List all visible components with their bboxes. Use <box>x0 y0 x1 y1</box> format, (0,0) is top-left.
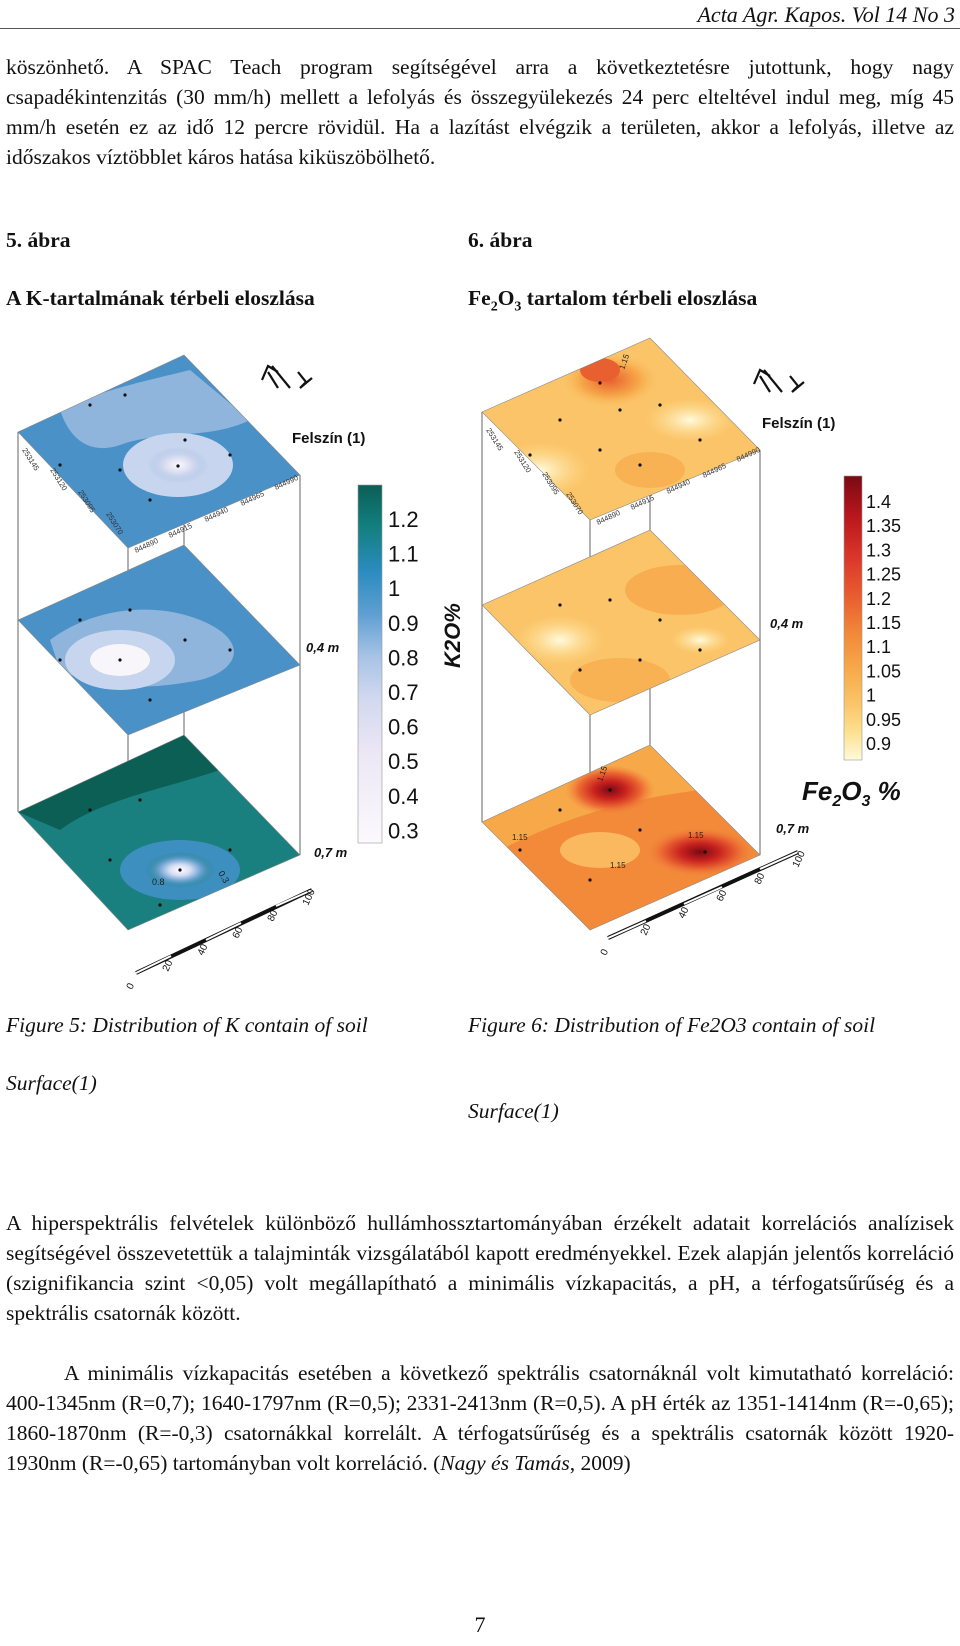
fig5-layer-label-07: 0,7 m <box>314 845 348 860</box>
fig6-legend-value: 1 <box>866 686 876 706</box>
title-rest: tartalom térbeli eloszlása <box>521 286 758 310</box>
figure5-caption: Figure 5: Distribution of K contain of s… <box>6 1013 368 1037</box>
fig6-legend-value: 1.25 <box>866 565 901 585</box>
fig5-legend-value: 1 <box>388 576 400 601</box>
fe-text: Fe <box>802 776 832 806</box>
north-arrow-icon <box>752 368 805 393</box>
fig6-legend-title: Fe2O3 % <box>802 776 901 810</box>
sub-3: 3 <box>514 299 522 315</box>
fig6-legend-value: 1.4 <box>866 492 891 512</box>
fig5-legend-value: 1.2 <box>388 507 419 532</box>
fig5-legend-value: 0.9 <box>388 611 419 636</box>
fig6-legend: 1.4 1.35 1.3 1.25 1.2 1.15 1.1 1.05 1 0.95 0.9 Fe2… <box>802 475 901 810</box>
fig6-sample-points <box>518 381 707 882</box>
figure5-number: 5. ábra <box>6 228 71 252</box>
fig6-legend-value: 1.1 <box>866 637 891 657</box>
fig6-legend-value: 1.05 <box>866 661 901 681</box>
fig5-legend-value: 0.8 <box>388 645 419 670</box>
figure5-title: A K-tartalmának térbeli eloszlása <box>6 286 315 310</box>
scale-tick: 40 <box>677 905 692 920</box>
scale-tick: 0 <box>599 947 612 957</box>
paragraph-correlation: A minimális vízkapacitás esetében a köve… <box>6 1358 954 1478</box>
fig6-contour-label: 1.15 <box>610 861 626 870</box>
fig6-legend-value: 1.15 <box>866 613 901 633</box>
paragraph-hyperspectral: A hiperspektrális felvételek különböző h… <box>6 1211 954 1325</box>
scale-tick: 80 <box>266 908 281 923</box>
fig5-layer-label-surface: Felszín (1) <box>292 430 365 447</box>
header-rule <box>0 28 960 29</box>
fig6-legend-value: 1.2 <box>866 589 891 609</box>
o-text: O <box>497 286 515 310</box>
fig5-legend-value: 0.3 <box>388 818 419 843</box>
figure5-caption-sub: Surface(1) <box>6 1071 97 1095</box>
figure6-title: Fe2O3 tartalom térbeli eloszlása <box>468 286 757 315</box>
fig5-legend-value: 1.1 <box>388 542 419 567</box>
fig6-legend-value: 0.9 <box>866 734 891 754</box>
paragraph-correlation-main: A minimális vízkapacitás esetében a köve… <box>6 1361 954 1475</box>
fig6-legend-value: 0.95 <box>866 710 901 730</box>
sub-2: 2 <box>490 299 498 315</box>
fig6-contour-label: 1.15 <box>512 833 528 842</box>
fig5-legend-value: 0.7 <box>388 680 419 705</box>
figure6-number: 6. ábra <box>468 228 533 252</box>
fig6-layer-07 <box>482 745 760 930</box>
sub-3: 3 <box>861 793 870 810</box>
figure6-caption-sub: Surface(1) <box>468 1099 559 1123</box>
fig5-legend-value: 0.4 <box>388 784 419 809</box>
fig6-layer-label-07: 0,7 m <box>776 821 810 836</box>
fig5-legend: 1.2 1.1 1 0.9 0.8 0.7 0.6 0.5 0.4 0.3 K2O% <box>357 484 465 843</box>
sub-2: 2 <box>831 793 841 810</box>
fig5-legend-value: 0.5 <box>388 749 419 774</box>
fig5-legend-title: K2O% <box>440 603 465 668</box>
fig6-contour-label: 1.15 <box>688 831 704 840</box>
scale-tick: 20 <box>639 922 654 937</box>
fig5-layer-04 <box>18 545 300 735</box>
paragraph-intro: köszönhető. A SPAC Teach program segítsé… <box>6 55 954 169</box>
running-header: Acta Agr. Kapos. Vol 14 No 3 <box>697 2 955 27</box>
fig5-legend-value: 0.6 <box>388 715 419 740</box>
fig5-layer-surface <box>18 355 300 548</box>
fig5-sample-points <box>58 393 232 907</box>
citation-authors: Nagy és Tamás <box>440 1451 570 1475</box>
citation-year: , 2009) <box>569 1451 631 1475</box>
fig5-contour-label: 0.8 <box>152 877 165 887</box>
fe-text: Fe <box>468 286 491 310</box>
north-arrow-icon <box>260 364 313 389</box>
scale-tick: 40 <box>196 942 211 957</box>
fig6-legend-value: 1.3 <box>866 540 891 560</box>
scale-tick: 80 <box>753 871 768 886</box>
scale-tick: 60 <box>231 925 246 940</box>
o-text: O <box>841 776 861 806</box>
fig6-layer-label-surface: Felszín (1) <box>762 415 835 432</box>
figure6-caption: Figure 6: Distribution of Fe2O3 contain … <box>468 1013 876 1037</box>
fig6-legend-value: 1.35 <box>866 516 901 536</box>
fig5-layer-label-04: 0,4 m <box>306 640 340 655</box>
fig6-layer-label-04: 0,4 m <box>770 616 804 631</box>
fig6-layer-04 <box>482 530 760 715</box>
scale-tick: 0 <box>125 981 138 991</box>
scale-tick: 60 <box>715 888 730 903</box>
page-number: 7 <box>474 1612 486 1637</box>
fig5-layer-07 <box>18 735 300 930</box>
scale-tick: 20 <box>161 958 176 973</box>
fig6-layer-surface <box>482 338 760 520</box>
scale-tick: 100 <box>301 887 318 907</box>
title-rest: % <box>870 776 900 806</box>
